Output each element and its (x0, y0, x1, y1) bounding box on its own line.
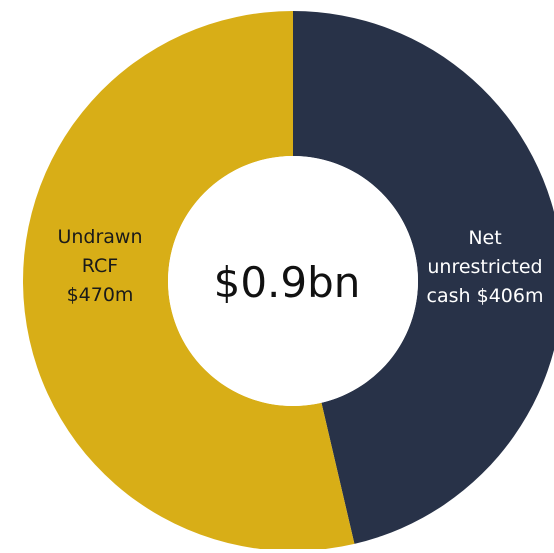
slice-rcf (22, 11, 355, 551)
center-total-label: $0.9bn (214, 258, 361, 307)
slice-label-line: RCF (82, 255, 118, 277)
slice-label-cash: Net unrestricted cash $406m (427, 227, 544, 307)
slice-label-rcf: Undrawn RCF $470m (57, 226, 142, 306)
slice-label-line: $470m (67, 284, 134, 306)
slice-cash (293, 11, 554, 544)
slice-label-line: cash $406m (427, 285, 544, 307)
slice-label-line: Net (468, 227, 501, 249)
slice-label-line: Undrawn (57, 226, 142, 248)
slice-label-line: unrestricted (427, 256, 542, 278)
donut-hole (168, 156, 418, 406)
